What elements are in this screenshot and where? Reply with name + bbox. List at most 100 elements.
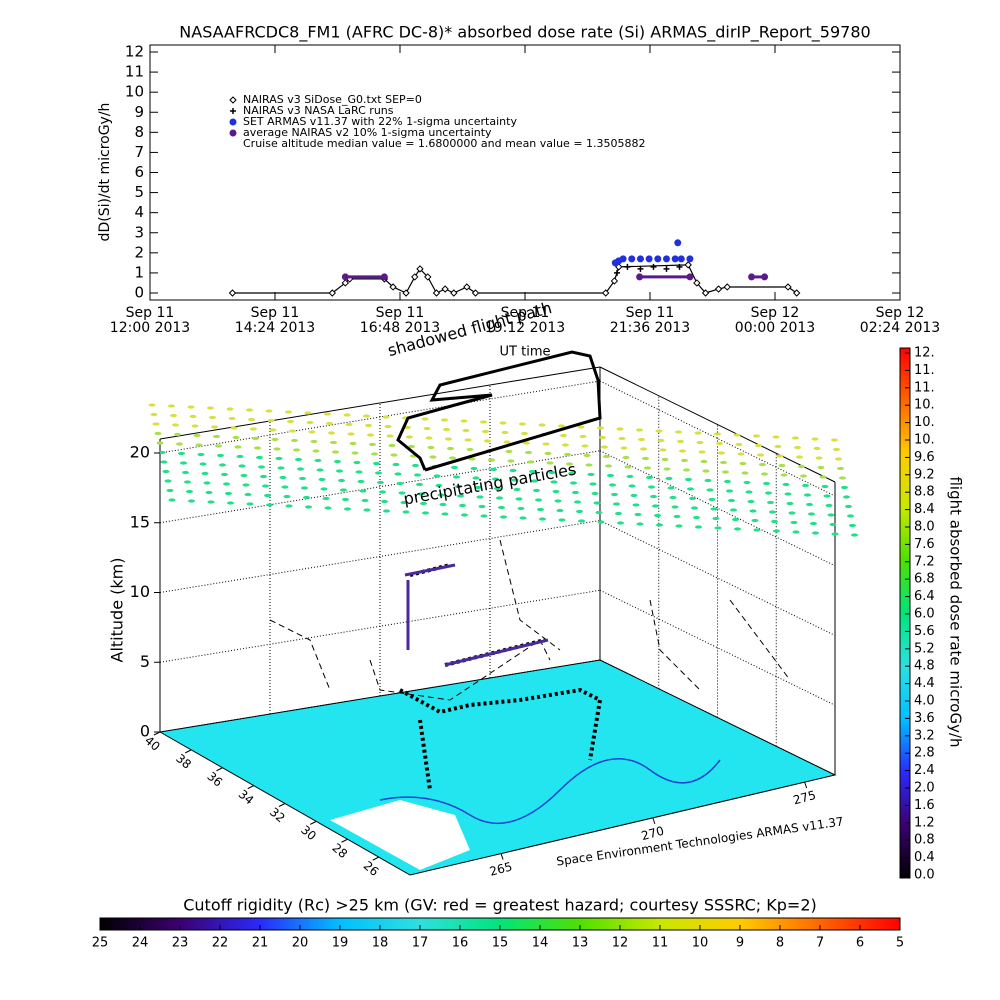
colorbar-tick-label: 6.4 xyxy=(914,589,935,604)
particle xyxy=(303,495,310,500)
colorbar-tick-label: 5 xyxy=(896,936,904,951)
particle xyxy=(616,427,624,431)
particle xyxy=(798,464,805,469)
particle xyxy=(228,416,236,421)
particle xyxy=(347,432,355,436)
particle xyxy=(369,442,376,447)
particle xyxy=(558,424,565,428)
colorbar-tick-label: 17 xyxy=(412,936,429,951)
x-tick-label: Sep 11 19:12 2013 xyxy=(484,305,566,336)
colorbar-tick-label: 11 xyxy=(652,936,669,951)
particle xyxy=(299,476,306,481)
particle xyxy=(613,502,620,506)
particle xyxy=(620,446,628,450)
colorbar-tick-label: 8.4 xyxy=(914,502,935,517)
lat-tick xyxy=(216,767,223,772)
particle xyxy=(404,425,411,430)
lat-tick-label: 34 xyxy=(236,787,257,808)
y-tick-label: 7 xyxy=(134,143,144,161)
particle xyxy=(213,434,220,439)
particle xyxy=(226,407,234,411)
particle xyxy=(815,456,823,460)
particle xyxy=(295,457,302,462)
particle xyxy=(847,514,854,518)
marker xyxy=(416,265,424,273)
particle xyxy=(449,456,456,460)
particle xyxy=(728,498,735,503)
colorbar-tick-label: 23 xyxy=(172,936,189,951)
colorbar-tick-label: 5.2 xyxy=(914,641,935,656)
particle xyxy=(383,509,390,513)
marker xyxy=(471,289,480,297)
particle xyxy=(287,419,294,424)
particle xyxy=(176,442,183,446)
particle xyxy=(359,489,367,493)
particle xyxy=(811,437,819,441)
particle xyxy=(357,479,365,484)
particle xyxy=(821,484,829,489)
particle xyxy=(757,453,764,457)
particle xyxy=(478,504,486,509)
particle xyxy=(802,483,809,488)
marker xyxy=(748,273,756,281)
legend-label: NAIRAS v3 SiDose_G0.txt SEP=0 xyxy=(243,93,422,106)
particle xyxy=(640,447,647,451)
particle xyxy=(379,490,386,494)
particle xyxy=(152,422,160,426)
particle xyxy=(314,458,322,463)
particle xyxy=(523,441,530,445)
particle xyxy=(587,472,595,477)
particle xyxy=(568,471,575,476)
particle xyxy=(221,472,228,477)
particle xyxy=(451,465,458,470)
particle xyxy=(180,461,187,465)
lon-tick-label: 265 xyxy=(488,859,514,878)
marker xyxy=(619,255,627,263)
particle xyxy=(560,433,567,438)
particle xyxy=(507,459,515,463)
flight-path xyxy=(396,350,602,472)
particle xyxy=(388,443,396,448)
lon-tick xyxy=(804,781,808,789)
particle xyxy=(618,436,626,441)
particle xyxy=(603,454,610,459)
particle xyxy=(435,483,443,488)
particle xyxy=(234,445,242,449)
colorbar-tick-label: 3.6 xyxy=(914,711,935,726)
particle xyxy=(784,492,792,496)
particle xyxy=(187,405,195,409)
particle xyxy=(406,435,413,439)
particle xyxy=(607,473,614,478)
particle xyxy=(663,467,671,471)
particle xyxy=(655,429,663,433)
z-axis-label: Altitude (km) xyxy=(108,558,127,663)
particle xyxy=(570,481,577,485)
particle xyxy=(343,413,351,417)
lat-tick-label: 30 xyxy=(298,823,319,844)
particle xyxy=(447,446,454,451)
particle xyxy=(726,489,733,493)
particle xyxy=(365,423,372,428)
marker xyxy=(671,255,679,263)
particle xyxy=(254,446,261,450)
particle xyxy=(310,439,318,444)
particle xyxy=(556,508,564,513)
particle xyxy=(804,493,811,497)
particle xyxy=(209,415,216,420)
particle xyxy=(628,484,636,488)
legend-label: NAIRAS v3 NASA LaRC runs xyxy=(243,104,394,117)
particle xyxy=(578,519,585,523)
marker xyxy=(341,279,350,287)
particle xyxy=(517,506,525,511)
particle xyxy=(845,504,852,509)
particle xyxy=(739,461,747,466)
particle xyxy=(248,417,255,422)
particle xyxy=(460,419,468,423)
lat-tick xyxy=(372,856,379,861)
particle xyxy=(468,457,476,461)
particle xyxy=(269,428,277,432)
particle xyxy=(503,440,511,444)
y-tick-label: 5 xyxy=(134,183,144,201)
particle xyxy=(780,473,788,477)
particle xyxy=(712,516,720,521)
